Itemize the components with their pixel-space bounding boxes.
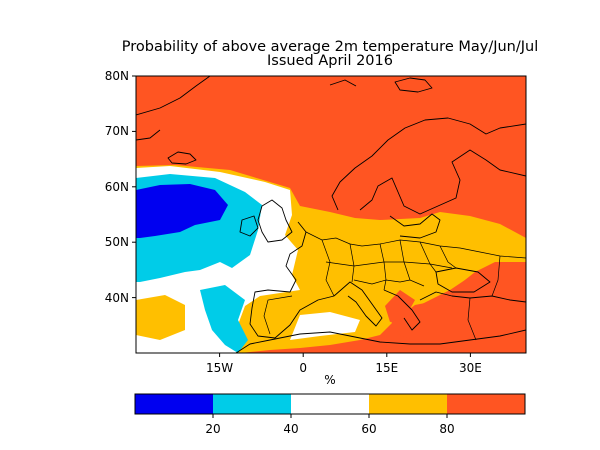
lat-label-40n: 40N: [105, 291, 129, 305]
region-above-80-balkan: [385, 290, 415, 322]
title-line-2: Issued April 2016: [267, 53, 393, 69]
colorbar-bin-40-60: [291, 394, 369, 414]
colorbar: 20 40 60 80: [134, 393, 526, 436]
colorbar-bin-60-80: [369, 394, 447, 414]
colorbar-bin-20-40: [213, 394, 291, 414]
lon-label-0: 0: [299, 361, 307, 375]
lat-label-50n: 50N: [105, 235, 129, 249]
map-frame: [135, 75, 527, 354]
probability-map: [135, 75, 527, 354]
region-below-20: [136, 184, 228, 238]
region-60-80-atlantic: [136, 295, 185, 340]
colorbar-tick-60: 60: [361, 422, 376, 436]
region-20-40-south: [200, 285, 248, 353]
colorbar-tick-80: 80: [439, 422, 454, 436]
lat-label-60n: 60N: [105, 180, 129, 194]
lon-label-30e: 30E: [459, 361, 482, 375]
lat-label-80n: 80N: [105, 69, 129, 83]
colorbar-frame: [134, 393, 526, 415]
colorbar-bin-0-20: [135, 394, 213, 414]
region-above-80-southeast: [390, 262, 526, 353]
coastlines: [136, 76, 526, 353]
lon-label-15w: 15W: [206, 361, 233, 375]
title-line-1: Probability of above average 2m temperat…: [122, 39, 539, 55]
latitude-axis: 80N 70N 60N 50N 40N: [105, 69, 136, 305]
unit-label: %: [324, 373, 335, 387]
region-40-60-mediterranean: [290, 312, 360, 340]
colorbar-bin-80-100: [447, 394, 525, 414]
longitude-axis: 15W 0 15E 30E %: [206, 353, 482, 387]
country-borders: [263, 231, 526, 341]
lat-label-70n: 70N: [105, 124, 129, 138]
colorbar-tick-20: 20: [205, 422, 220, 436]
colorbar-tick-40: 40: [283, 422, 298, 436]
lon-label-15e: 15E: [375, 361, 398, 375]
